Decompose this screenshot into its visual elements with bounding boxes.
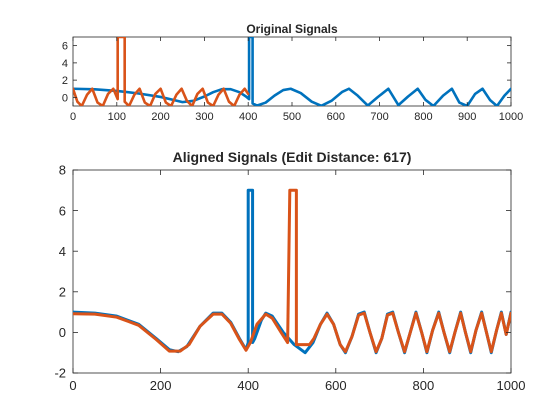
plot-area [72, 169, 512, 374]
x-tick-label: 700 [370, 111, 388, 123]
y-tick-label: 4 [59, 244, 66, 259]
x-tick-label: 500 [283, 111, 301, 123]
x-tick-label: 400 [239, 111, 257, 123]
x-tick-label: 200 [150, 378, 172, 393]
x-tick-label: 100 [108, 111, 126, 123]
x-tick-label: 800 [414, 111, 432, 123]
y-tick-label: 8 [59, 163, 66, 178]
y-tick-label: 6 [62, 41, 68, 53]
y-tick-label: -2 [54, 366, 66, 381]
y-tick-label: 0 [59, 325, 66, 340]
y-tick-label: 2 [59, 284, 66, 299]
x-tick-label: 0 [70, 111, 76, 123]
x-tick-label: 200 [151, 111, 169, 123]
series-line-2 [73, 37, 250, 106]
x-tick-label: 1000 [497, 378, 526, 393]
series-group [73, 188, 511, 355]
series-line-2 [73, 188, 511, 354]
x-tick-label: 0 [69, 378, 76, 393]
y-tick-label: 4 [62, 58, 68, 70]
x-tick-label: 300 [195, 111, 213, 123]
x-tick-label: 400 [237, 378, 259, 393]
chart-title: Original Signals [246, 22, 338, 36]
y-tick-label: 0 [62, 92, 68, 104]
x-tick-label: 600 [327, 111, 345, 123]
x-tick-label: 800 [413, 378, 435, 393]
top-axes: 0 100 200 300 400 500 600 700 800 900 1000 0 2 4 6 Orig… [62, 22, 523, 123]
plot-area [72, 36, 512, 107]
y-tick-label: 2 [62, 75, 68, 87]
series-group [73, 37, 511, 106]
series-line-1 [73, 37, 511, 106]
x-tick-label: 900 [458, 111, 476, 123]
x-tick-label: 1000 [499, 111, 523, 123]
x-tick-label: 600 [325, 378, 347, 393]
chart-title: Aligned Signals (Edit Distance: 617) [173, 149, 412, 165]
y-tick-label: 6 [59, 203, 66, 218]
